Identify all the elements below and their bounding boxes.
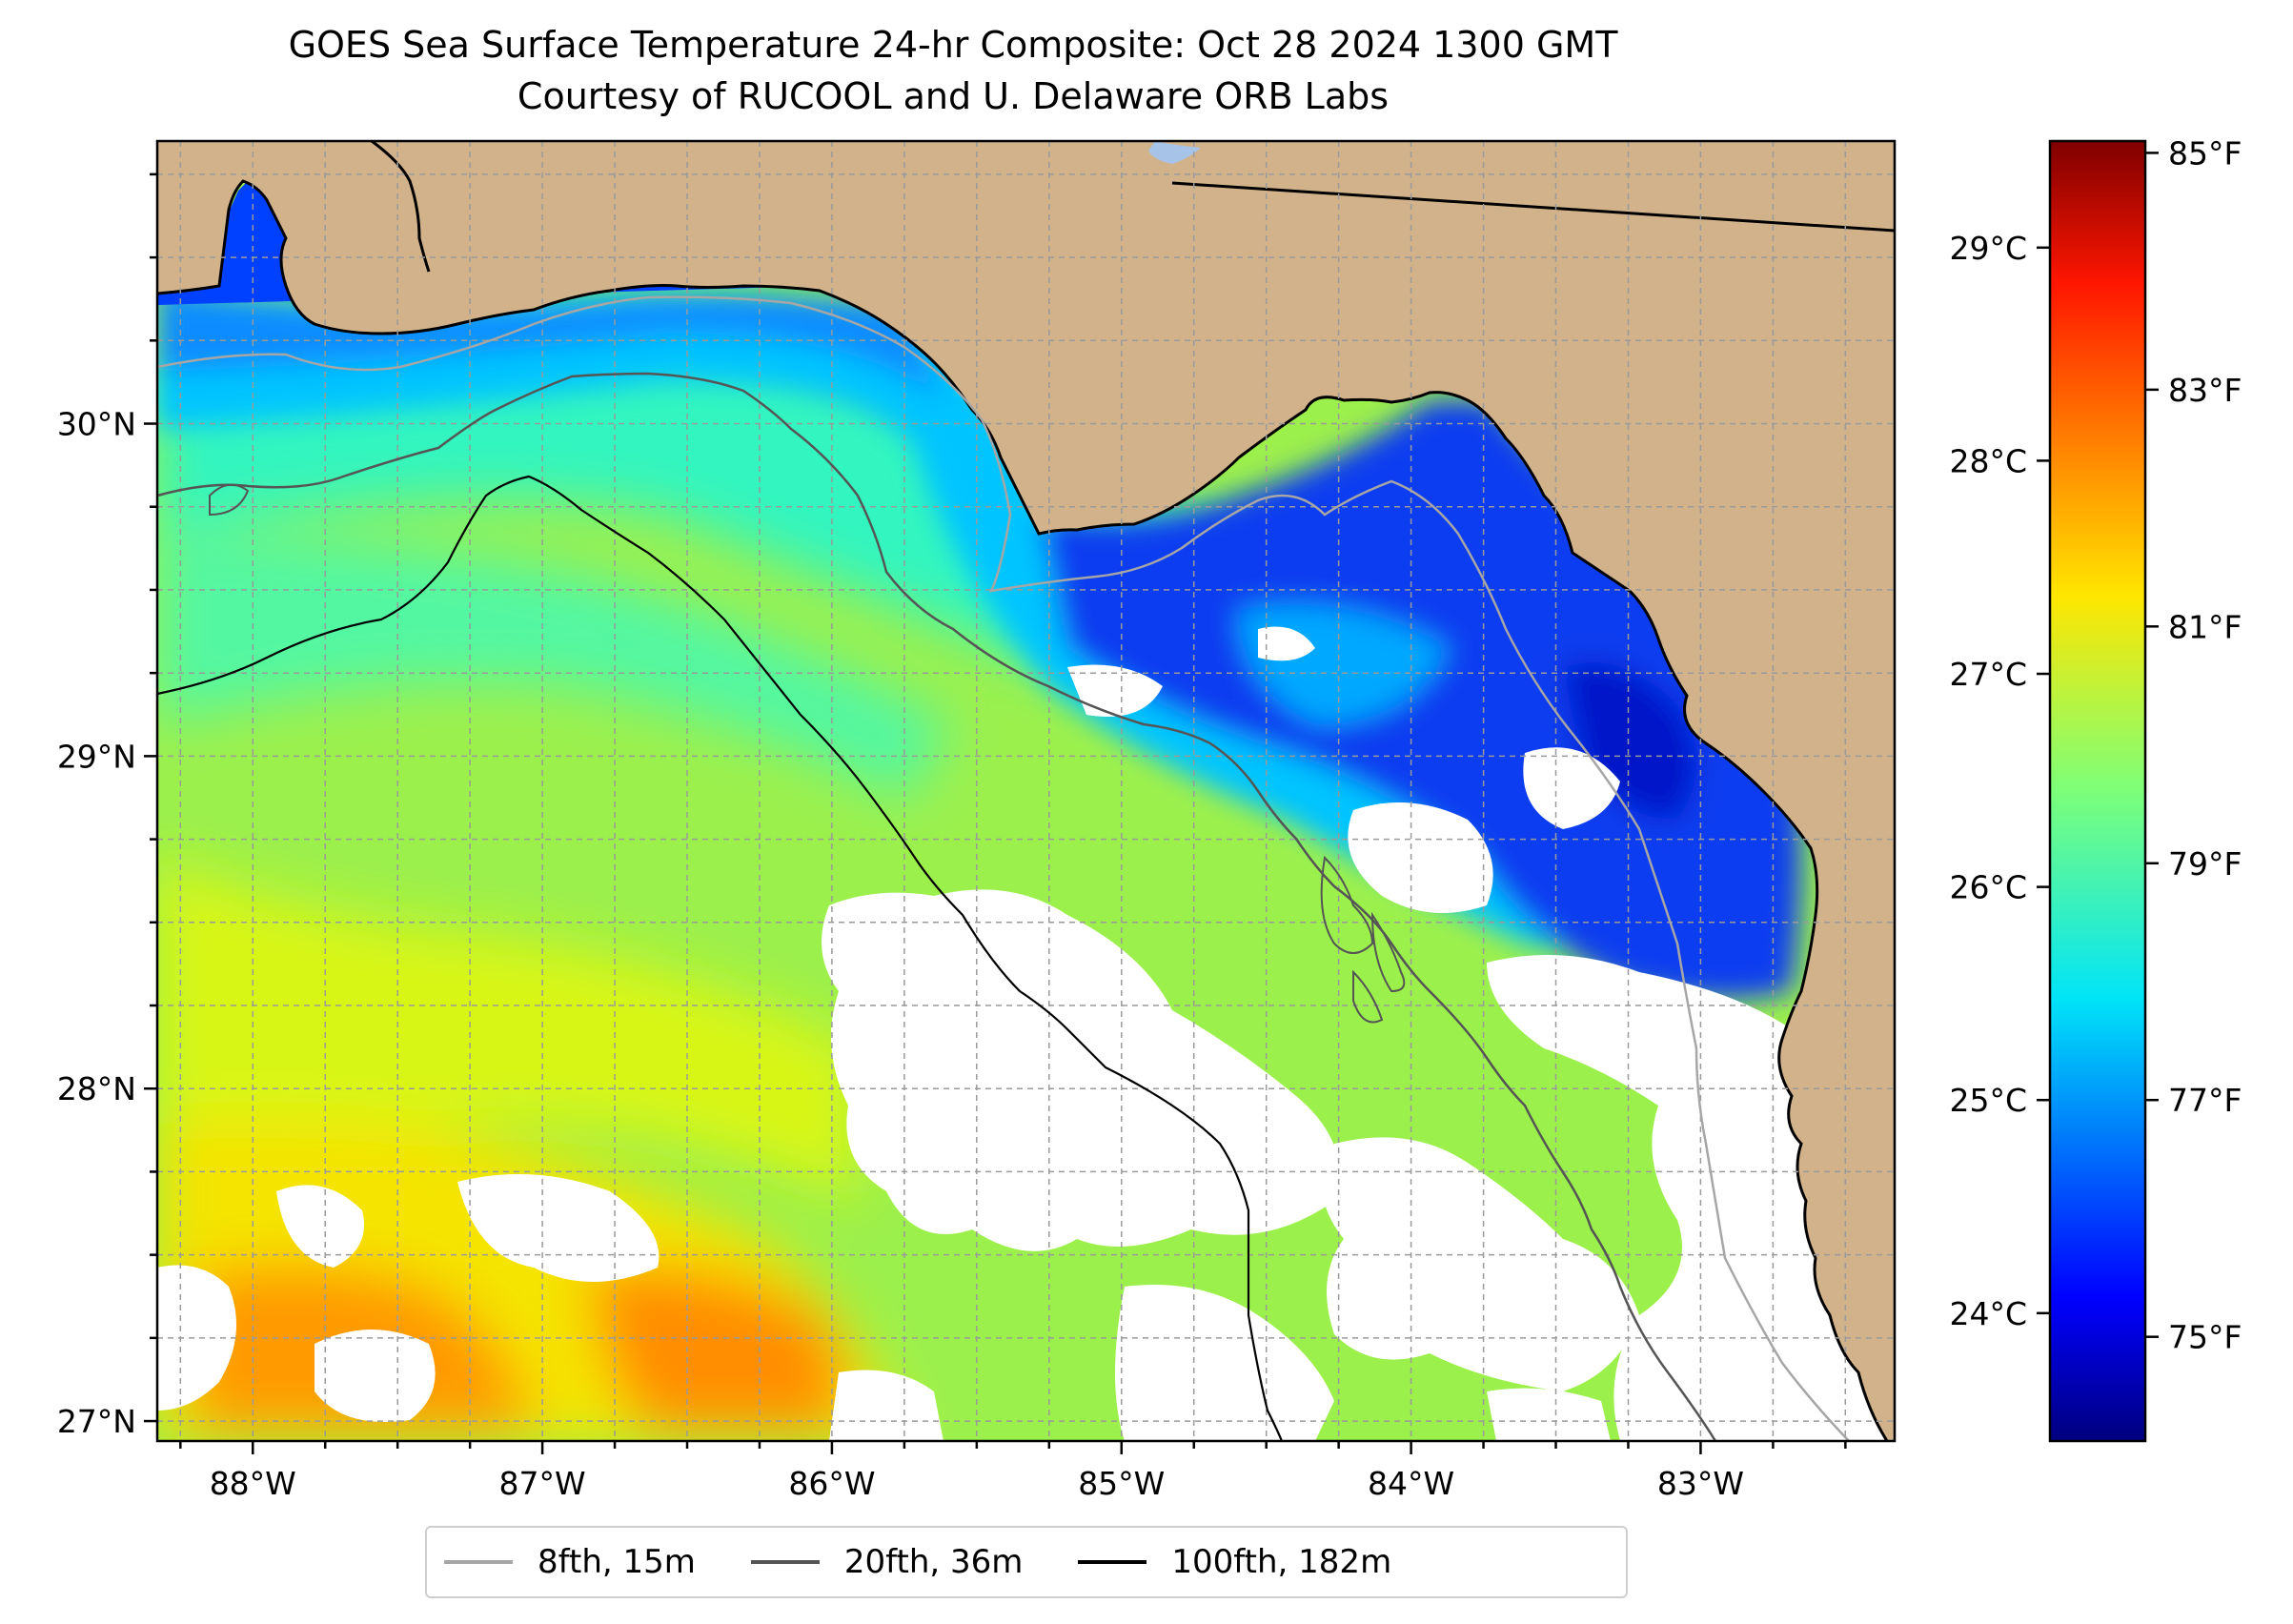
celsius-tick-label: 26°C xyxy=(1949,869,2027,906)
celsius-tick-label: 29°C xyxy=(1949,230,2027,267)
legend-item: 8fth, 15m xyxy=(444,1543,696,1581)
celsius-tick-label: 24°C xyxy=(1949,1295,2027,1332)
isobath-36m xyxy=(157,372,1717,1441)
lat-tick-label: 30°N xyxy=(57,406,136,443)
fahrenheit-tick-label: 77°F xyxy=(2168,1082,2242,1119)
map-plot-area xyxy=(157,141,1895,1441)
lat-tick-label: 28°N xyxy=(57,1070,136,1107)
fahrenheit-tick-label: 75°F xyxy=(2168,1319,2242,1356)
legend-item: 20fth, 36m xyxy=(750,1543,1024,1581)
lon-tick-label: 85°W xyxy=(1078,1465,1165,1502)
lat-tick-label: 27°N xyxy=(57,1403,136,1440)
fahrenheit-tick-label: 83°F xyxy=(2168,372,2242,409)
map-frame xyxy=(155,139,1897,1443)
celsius-tick-label: 27°C xyxy=(1949,656,2027,693)
latitude-axis: 27°N 28°N 29°N 30°N xyxy=(57,173,157,1440)
celsius-tick-label: 28°C xyxy=(1949,442,2027,479)
gridlines xyxy=(157,141,1895,1441)
fahrenheit-tick-label: 81°F xyxy=(2168,608,2242,645)
fahrenheit-tick-label: 79°F xyxy=(2168,845,2242,883)
legend-label: 100fth, 182m xyxy=(1171,1543,1392,1581)
inland-border xyxy=(371,141,431,273)
lon-tick-label: 83°W xyxy=(1657,1465,1744,1502)
legend-item: 100fth, 182m xyxy=(1078,1543,1391,1581)
legend-line-swatch xyxy=(750,1560,820,1564)
legend-line-swatch xyxy=(1078,1560,1147,1564)
no-data-regions xyxy=(157,626,1895,1441)
map-subtitle: Courtesy of RUCOOL and U. Delaware ORB L… xyxy=(517,75,1390,117)
lon-tick-label: 84°W xyxy=(1368,1465,1454,1502)
lon-tick-label: 87°W xyxy=(499,1465,586,1502)
legend-line-swatch xyxy=(444,1560,513,1564)
coastline xyxy=(157,179,1889,1441)
isobath-182m xyxy=(157,475,1284,1441)
colorbar xyxy=(2048,139,2147,1443)
lon-tick-label: 86°W xyxy=(788,1465,875,1502)
colorbar-celsius-axis: 24°C 25°C 26°C 27°C 28°C 29°C xyxy=(1949,230,2050,1332)
lat-tick-label: 29°N xyxy=(57,738,136,775)
isobath-15m xyxy=(157,295,1850,1441)
legend-label: 8fth, 15m xyxy=(538,1543,696,1581)
colorbar-fahrenheit-axis: 75°F 77°F 79°F 81°F 83°F 85°F xyxy=(2145,134,2242,1356)
state-border xyxy=(1171,181,1895,233)
fahrenheit-tick-label: 85°F xyxy=(2168,134,2242,172)
land-mass xyxy=(157,141,1895,1441)
longitude-axis: 88°W 87°W 86°W 85°W 84°W 83°W xyxy=(179,1441,1847,1502)
map-title: GOES Sea Surface Temperature 24-hr Compo… xyxy=(288,24,1618,66)
reef-contours xyxy=(209,483,1406,1024)
lon-tick-label: 88°W xyxy=(210,1465,296,1502)
celsius-tick-label: 25°C xyxy=(1949,1082,2027,1119)
isobath-legend: 8fth, 15m 20fth, 36m 100fth, 182m xyxy=(425,1526,1628,1598)
legend-label: 20fth, 36m xyxy=(843,1543,1024,1581)
